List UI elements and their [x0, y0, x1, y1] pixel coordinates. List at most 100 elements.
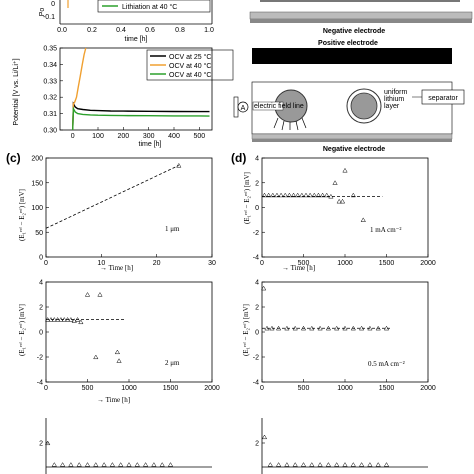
d3-point-10	[342, 462, 348, 467]
ocv-x-tick-label-5: 500	[193, 133, 205, 140]
c3-point-13	[151, 462, 157, 467]
ocv-x-axis-label: time [h]	[139, 141, 162, 148]
ocv-series-1	[72, 47, 87, 131]
y-tick-0: 0	[51, 1, 55, 8]
d1-x-tick-label-3: 1500	[379, 260, 395, 267]
d1-point-5	[282, 192, 288, 198]
annotation-2um: 2 μm	[165, 359, 180, 367]
c2-y-title: (E₁ʳᵉᶠ − E₂ʳᵉᶠ) [mV]	[18, 304, 26, 356]
d1-frame	[261, 157, 429, 258]
c3-point-14	[159, 462, 165, 467]
d2-point-15	[375, 325, 381, 331]
d1-point-14	[319, 192, 326, 198]
c3-point-7	[101, 462, 107, 467]
d3-point-4	[292, 462, 298, 467]
d1-point-4	[278, 192, 284, 198]
ocv-y-axis-label: Potential [V vs. Li/Li⁺]	[13, 58, 20, 125]
c2-y-tick-label-2: 0	[39, 330, 43, 337]
ocv-y-tick-label-5: 0.35	[43, 46, 57, 53]
chart-c1: 0 10 20 30 0 50 100 150 200	[31, 156, 216, 268]
c2-point-7	[68, 317, 74, 322]
field-line-label: electric field line	[254, 103, 304, 110]
c3-point-12	[142, 462, 149, 467]
ocv-x-tick-label-1: 100	[92, 133, 104, 140]
d2-y-tick-label-3: 2	[255, 305, 259, 312]
negative-electrode-label-top: Negative electrode	[323, 28, 385, 35]
c2-x-tick-label-4: 2000	[204, 385, 220, 392]
ammeter	[237, 101, 249, 113]
ocv-series-2	[72, 106, 210, 131]
legend-lithiation: Lithiation at 40 °C	[122, 3, 177, 11]
d3-point-9	[334, 462, 340, 467]
d3-point-2	[275, 462, 282, 467]
c1-y-tick-label-2: 100	[31, 205, 43, 212]
d1-point-19	[339, 198, 346, 204]
d2-x-tick-label-3: 1500	[379, 385, 395, 392]
d3-point-15	[383, 462, 390, 467]
d1-y-tick-label-2: 0	[255, 205, 259, 212]
c2-point-5	[61, 317, 67, 322]
d2-y-tick-label-2: 0	[255, 330, 259, 337]
lithium-label: lithium	[384, 96, 404, 103]
ocv-chart: Potential [V vs. Li/Li⁺] time [h] OCV at…	[13, 49, 234, 148]
ocv-y-tick-label-3: 0.33	[43, 78, 57, 85]
ocv-x-tick-label-4: 400	[168, 133, 180, 140]
ocv-x-tick-label-3: 300	[143, 133, 155, 140]
ammeter-box	[233, 96, 239, 118]
d2-point-14	[367, 325, 373, 331]
c2-point-8	[71, 318, 77, 323]
d1-point-16	[328, 193, 334, 199]
annotation-1ma: 1 mA cm⁻²	[370, 226, 401, 234]
c3-point-5	[84, 462, 91, 467]
c2-y-tick-label-3: 2	[39, 305, 43, 312]
c2-point-9	[74, 317, 81, 322]
d1-point-7	[290, 192, 297, 198]
d2-point-9	[325, 325, 332, 331]
ocv-x-tick-label-0: 0	[71, 133, 75, 140]
ocv-legend-40a: OCV at 40 °C	[169, 62, 211, 70]
d2-point-8	[317, 325, 323, 331]
lithium-particle-right-core	[350, 92, 378, 120]
d1-point-18	[336, 198, 342, 204]
c1-x-tick-label-2: 20	[153, 260, 161, 267]
d1-point-9	[299, 192, 305, 198]
c3-point-0	[45, 440, 51, 446]
c1-x-tick-label-1: 10	[97, 260, 105, 267]
d1-x-title: → Time [h]	[282, 264, 315, 272]
d1-y-tick-label-3: 2	[255, 180, 259, 187]
diagram-bottom: Positive electrode A electric field line…	[233, 40, 465, 153]
d1-point-12	[311, 192, 317, 198]
c1-y-tick-label-1: 50	[35, 230, 43, 237]
d1-point-6	[286, 192, 293, 198]
legend-top: Lithiation at 40 °C	[97, 0, 211, 13]
layer-label: layer	[384, 103, 400, 110]
d3-y-tick-label-0: 2	[255, 441, 259, 448]
d2-point-4	[284, 325, 290, 331]
chart-d3: 2	[255, 418, 428, 474]
d1-x-tick-label-0: 0	[260, 260, 264, 267]
d1-point-3	[274, 192, 280, 198]
d1-y-tick-label-0: -4	[253, 255, 259, 262]
d1-y-tick-label-1: -2	[253, 230, 259, 237]
d2-point-3	[275, 325, 282, 331]
x-tick-5: 1.0	[204, 27, 214, 34]
c1-x-tick-label-0: 0	[44, 260, 48, 267]
d2-y-title: (E₁ʳᵉᶠ − E₂ʳᵉᶠ) [mV]	[242, 304, 250, 356]
d2-point-7	[309, 325, 315, 331]
d2-point-5	[292, 325, 298, 331]
d2-x-tick-label-2: 1000	[337, 385, 353, 392]
chart-ocv: 0 100 200 300 400 500 0.30 0.31 0.32 0.33 0.34 0.35	[43, 46, 213, 140]
c1-x-tick-label-3: 30	[208, 260, 216, 267]
d3-point-7	[317, 462, 323, 467]
x-tick-4: 0.8	[175, 27, 185, 34]
d1-x-tick-label-2: 1000	[337, 260, 353, 267]
d3-point-1	[267, 462, 273, 467]
negative-electrode-label: Negative electrode	[323, 146, 385, 153]
ocv-legend: OCV at 25 °C OCV at 40 °C OCV at 40 °C	[146, 49, 234, 81]
annotation-05ma: 0.5 mA cm⁻²	[368, 360, 405, 368]
x-tick-3: 0.6	[145, 27, 155, 34]
d3-point-3	[284, 462, 290, 467]
d1-point-1	[266, 192, 272, 198]
c2-point-15	[116, 358, 122, 363]
